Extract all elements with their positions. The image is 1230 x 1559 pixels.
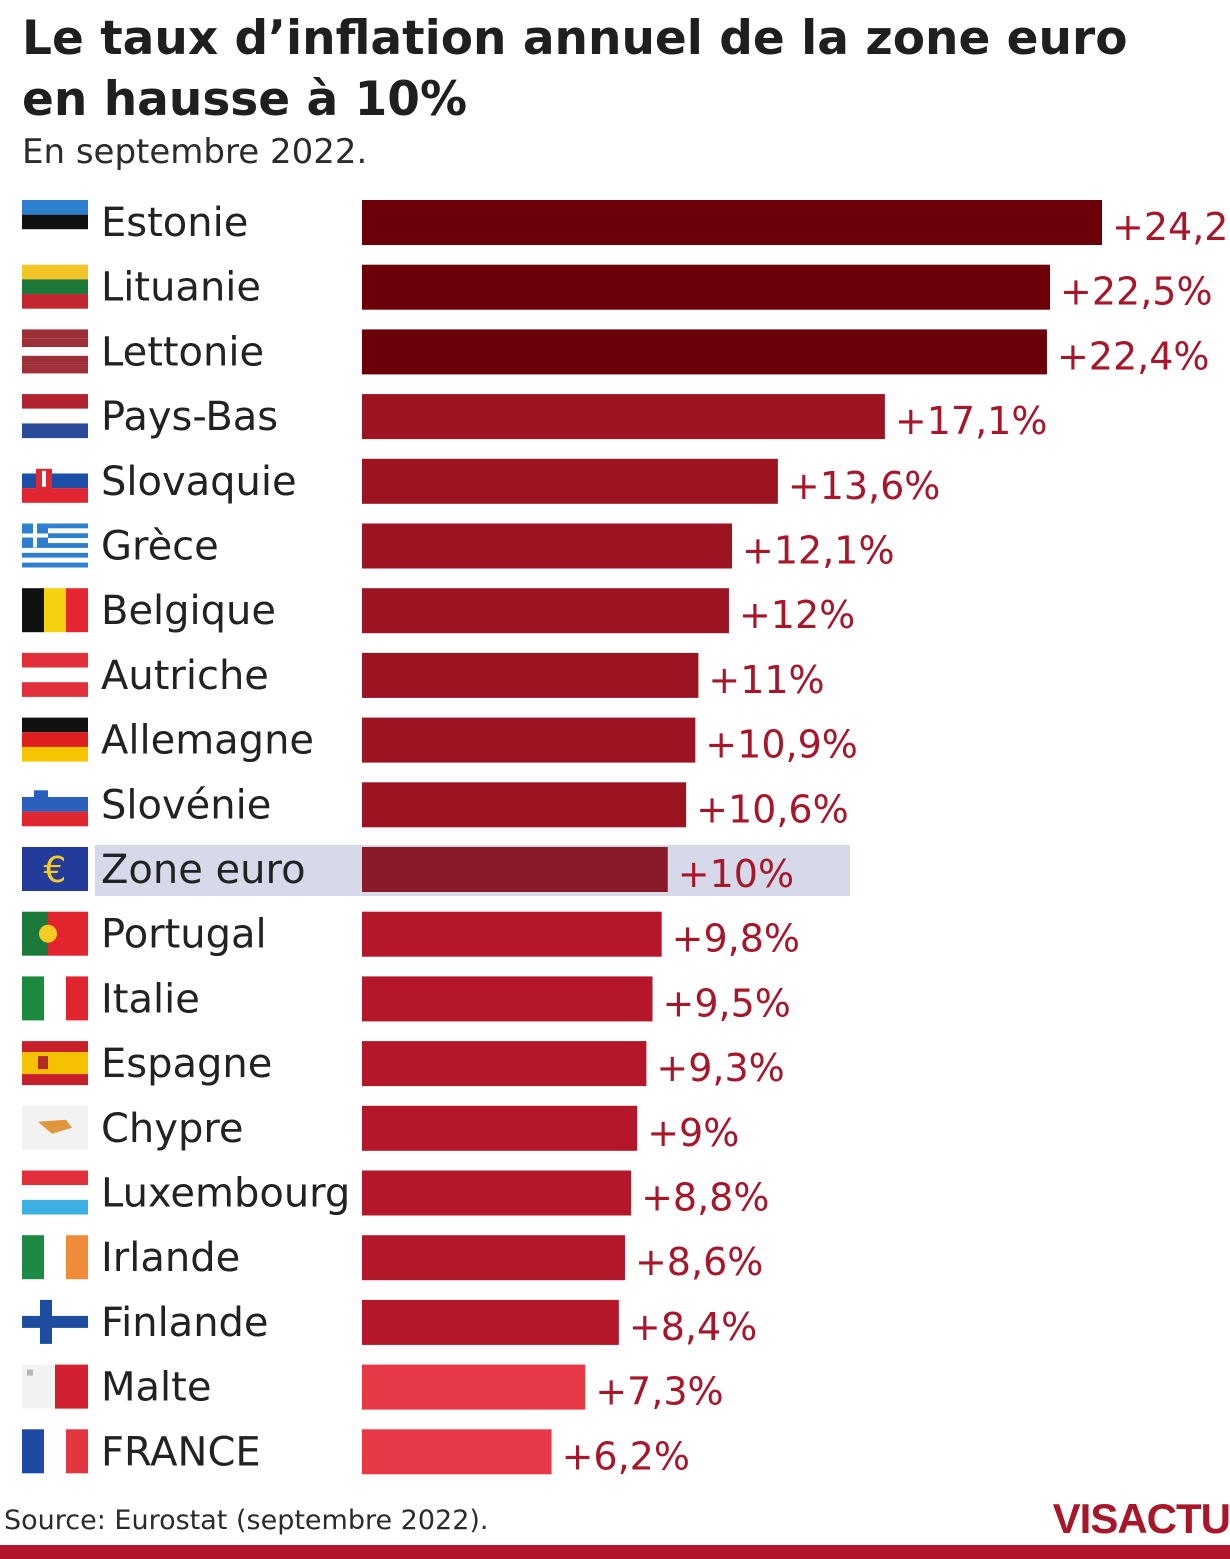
value-label: +9,5% — [662, 981, 790, 1025]
value-label: +10,6% — [696, 787, 849, 831]
bottom-band — [0, 1545, 1230, 1559]
value-label: +13,6% — [788, 464, 941, 508]
spain-flag — [22, 1041, 88, 1086]
country-label: FRANCE — [101, 1429, 261, 1475]
latvia-flag — [22, 329, 88, 374]
cyprus-flag — [22, 1105, 88, 1150]
bar-lituanie — [362, 264, 1051, 310]
bar-slovaquie — [362, 458, 778, 504]
value-label: +9,3% — [656, 1046, 784, 1090]
value-label: +8,4% — [629, 1305, 757, 1349]
value-label: +12,1% — [742, 529, 895, 573]
bar-allemagne — [362, 717, 696, 763]
bar-autriche — [362, 652, 699, 698]
bar-luxembourg — [362, 1170, 632, 1216]
value-label: +9% — [647, 1111, 739, 1155]
bar-slovénie — [362, 782, 687, 828]
value-label: +10,9% — [705, 723, 858, 767]
greece-flag — [22, 523, 88, 568]
luxembourg-flag — [22, 1170, 88, 1215]
portugal-flag — [22, 911, 88, 956]
value-label: +8,6% — [635, 1240, 763, 1284]
country-label: Irlande — [101, 1235, 240, 1281]
country-label: Lituanie — [101, 265, 261, 311]
country-label: Grèce — [101, 524, 219, 570]
value-label: +7,3% — [595, 1370, 723, 1414]
france-flag — [22, 1429, 88, 1474]
country-label: Luxembourg — [101, 1171, 350, 1217]
country-label: Lettonie — [101, 329, 264, 375]
bar-lettonie — [362, 329, 1047, 375]
source-note: Source: Eurostat (septembre 2022). — [4, 1505, 489, 1536]
netherlands-flag — [22, 394, 88, 439]
bar-espagne — [362, 1041, 647, 1087]
country-label: Espagne — [101, 1041, 272, 1087]
value-label: +22,5% — [1060, 270, 1213, 314]
bar-portugal — [362, 911, 662, 957]
country-label: Finlande — [101, 1300, 269, 1346]
chart-title: Le taux d’inflation annuel de la zone eu… — [22, 11, 1128, 127]
value-label: +9,8% — [672, 917, 800, 961]
bar-estonie — [362, 200, 1102, 245]
slovenia-flag — [22, 782, 88, 827]
estonia-flag — [22, 200, 88, 244]
slovakia-flag — [22, 458, 88, 503]
bar-pays-bas — [362, 394, 885, 440]
chart-subtitle: En septembre 2022. — [22, 132, 368, 172]
value-label: +8,8% — [641, 1176, 769, 1220]
value-label: +22,4% — [1057, 334, 1210, 378]
germany-flag — [22, 717, 88, 762]
bar-finlande — [362, 1299, 619, 1345]
belgium-flag — [22, 588, 88, 633]
country-label: Estonie — [101, 200, 248, 246]
finland-flag — [22, 1299, 88, 1344]
lithuania-flag — [22, 264, 88, 309]
value-label: +10% — [678, 852, 794, 896]
bar-malte — [362, 1364, 586, 1410]
country-label: Portugal — [101, 912, 267, 958]
country-label: Zone euro — [101, 847, 306, 893]
bar-belgique — [362, 588, 729, 634]
bar-chart: Estonie +24,2% Lituanie +22,5% Lettonie +22,4… — [22, 200, 1230, 1478]
austria-flag — [22, 652, 88, 697]
bar-france — [362, 1429, 552, 1475]
italy-flag — [22, 976, 88, 1021]
bar-chypre — [362, 1105, 638, 1151]
bar-grèce — [362, 523, 732, 569]
bar-italie — [362, 976, 653, 1022]
country-label: Belgique — [101, 588, 276, 634]
malta-flag — [22, 1364, 88, 1409]
country-label: Slovaquie — [101, 459, 297, 505]
value-label: +6,2% — [562, 1434, 690, 1478]
country-label: Allemagne — [101, 718, 314, 764]
value-label: +12% — [739, 593, 855, 637]
bar-zone-euro — [362, 847, 668, 892]
country-label: Malte — [101, 1365, 211, 1411]
svg-text:€: € — [44, 850, 67, 891]
country-label: Chypre — [101, 1106, 244, 1152]
value-label: +17,1% — [895, 399, 1048, 443]
brand-logo: VISACTU — [1052, 1495, 1230, 1542]
country-label: Italie — [101, 976, 200, 1022]
country-label: Slovénie — [101, 782, 271, 828]
country-label: Pays-Bas — [101, 394, 278, 440]
value-label: +24,2% — [1112, 205, 1230, 249]
value-label: +11% — [708, 658, 824, 702]
euro-flag: € — [22, 847, 88, 891]
ireland-flag — [22, 1235, 88, 1280]
bar-irlande — [362, 1235, 625, 1281]
country-label: Autriche — [101, 653, 269, 699]
